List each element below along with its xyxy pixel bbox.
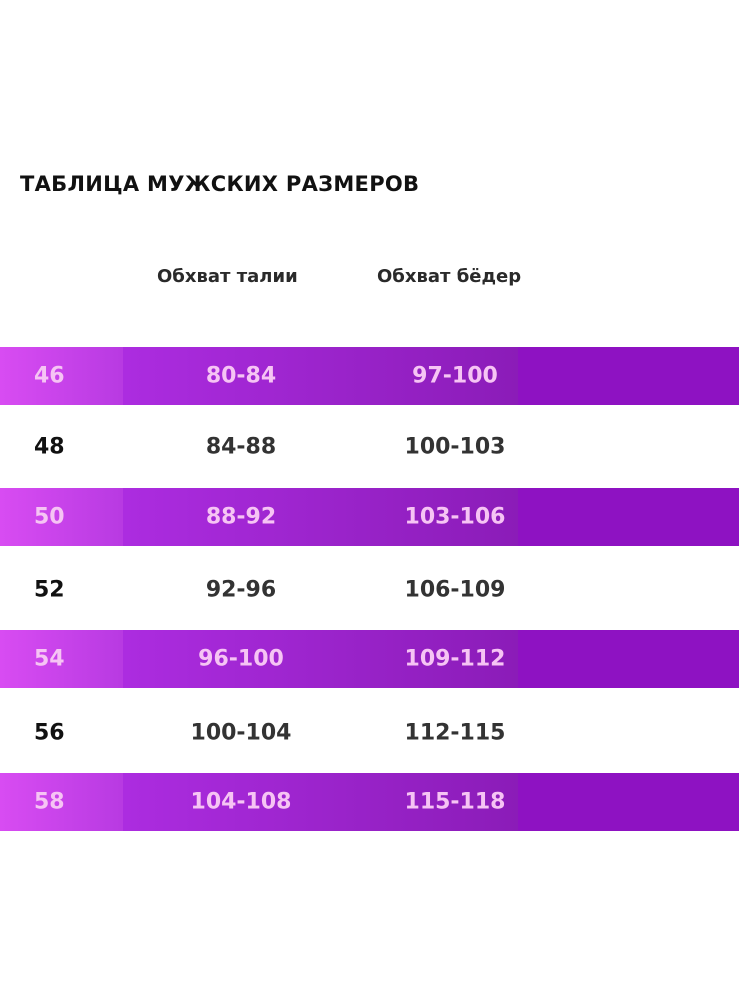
hips-value: 109-112 [404, 646, 506, 672]
table-row: 58 104-108 115-118 [0, 773, 739, 831]
row-gradient-bg [123, 347, 518, 405]
waist-value: 80-84 [205, 363, 277, 389]
hips-value: 103-106 [404, 504, 506, 530]
size-value: 52 [34, 577, 65, 603]
waist-value: 96-100 [198, 646, 284, 672]
row-gradient-bg [123, 630, 518, 688]
table-row: 52 92-96 106-109 [0, 561, 739, 619]
size-value: 56 [34, 720, 65, 746]
hips-value: 112-115 [404, 720, 506, 746]
table-row: 46 80-84 97-100 [0, 347, 739, 405]
waist-value: 88-92 [205, 504, 277, 530]
waist-value: 92-96 [205, 577, 277, 603]
size-value: 58 [34, 789, 65, 815]
size-value: 50 [34, 504, 65, 530]
waist-value: 100-104 [190, 720, 292, 746]
row-gradient-bg [123, 488, 518, 546]
table-row: 48 84-88 100-103 [0, 418, 739, 476]
waist-value: 104-108 [190, 789, 292, 815]
hips-value: 97-100 [412, 363, 498, 389]
header-hips: Обхват бёдер [377, 266, 522, 287]
page-title: ТАБЛИЦА МУЖСКИХ РАЗМЕРОВ [20, 172, 420, 196]
size-value: 46 [34, 363, 65, 389]
waist-value: 84-88 [205, 434, 277, 460]
size-cell-bg [0, 630, 123, 688]
table-row: 56 100-104 112-115 [0, 704, 739, 762]
size-cell-bg [0, 347, 123, 405]
hips-value: 100-103 [404, 434, 506, 460]
hips-value: 115-118 [404, 789, 506, 815]
table-row: 54 96-100 109-112 [0, 630, 739, 688]
hips-value: 106-109 [404, 577, 506, 603]
size-cell-bg [0, 488, 123, 546]
size-value: 48 [34, 434, 65, 460]
row-gradient-bg [123, 773, 518, 831]
table-row: 50 88-92 103-106 [0, 488, 739, 546]
size-cell-bg [0, 773, 123, 831]
header-waist: Обхват талии [157, 266, 298, 287]
size-value: 54 [34, 646, 65, 672]
